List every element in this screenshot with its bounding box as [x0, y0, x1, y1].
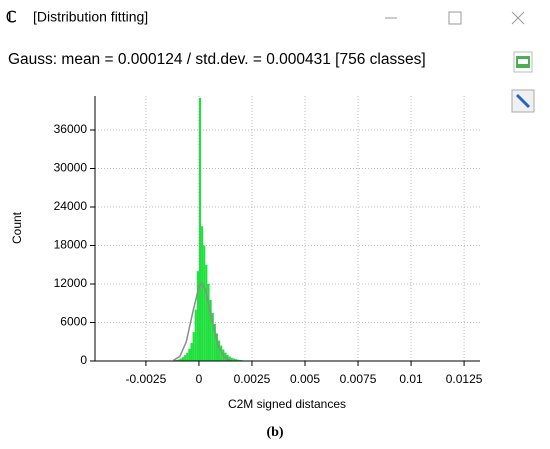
bar	[181, 357, 185, 361]
bar	[237, 359, 240, 361]
bar	[205, 264, 208, 361]
caption: (b)	[266, 425, 283, 440]
y-tick-label: 0	[80, 353, 87, 367]
y-tick-label: 30000	[54, 161, 88, 175]
window-title: [Distribution fitting]	[33, 9, 148, 25]
bar	[220, 345, 223, 361]
app-logo: ℂ	[6, 9, 16, 26]
bar	[179, 358, 182, 361]
close-button[interactable]	[511, 11, 525, 25]
x-tick-label: 0	[196, 372, 203, 386]
bar	[190, 343, 193, 361]
bar	[209, 300, 212, 361]
bar	[230, 357, 233, 361]
bar	[203, 245, 206, 361]
bar	[188, 348, 191, 361]
y-tick-label: 18000	[54, 238, 88, 252]
bar	[201, 226, 204, 361]
y-tick-label: 36000	[54, 122, 88, 136]
bar	[211, 312, 214, 361]
x-tick-label: 0.0025	[234, 372, 271, 386]
csv-export-button[interactable]	[513, 51, 533, 73]
bar	[228, 356, 231, 361]
bar	[194, 309, 197, 361]
bar	[224, 352, 227, 361]
bar	[226, 354, 229, 361]
y-tick-label: 12000	[54, 276, 88, 290]
bar	[192, 332, 195, 361]
x-axis-label: C2M signed distances	[228, 397, 346, 411]
x-tick-label: 0.0125	[446, 372, 483, 386]
bar	[186, 352, 189, 361]
header-text: Gauss: mean = 0.000124 / std.dev. = 0.00…	[8, 51, 426, 68]
bar	[213, 323, 216, 361]
y-tick-label: 24000	[54, 199, 88, 213]
bar	[215, 333, 219, 361]
x-tick-label: 0.01	[399, 372, 423, 386]
y-axis-label: Count	[10, 211, 24, 244]
gauss-fit	[173, 282, 232, 362]
bar	[184, 355, 187, 361]
x-tick-label: 0.0075	[340, 372, 377, 386]
bar	[177, 359, 180, 361]
x-tick-label: 0.005	[290, 372, 320, 386]
bar	[207, 284, 210, 361]
maximize-button[interactable]	[448, 11, 462, 25]
y-tick-label: 6000	[60, 315, 87, 329]
bar	[198, 97, 202, 362]
bar	[235, 359, 238, 361]
bar	[196, 271, 199, 361]
bar	[218, 340, 221, 361]
x-tick-label: -0.0025	[126, 372, 167, 386]
bar	[232, 358, 235, 361]
edit-button[interactable]	[511, 89, 535, 113]
